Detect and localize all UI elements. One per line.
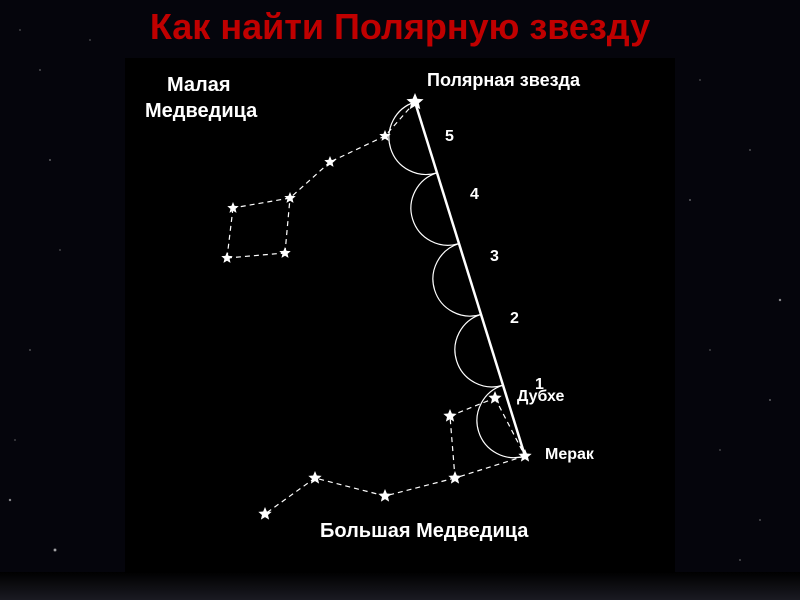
label-merak: Мерак (545, 446, 594, 464)
constellation-diagram: Малая Медведица Полярная звезда Дубхе Ме… (125, 58, 675, 573)
page-title: Как найти Полярную звезду (0, 6, 800, 48)
label-polaris: Полярная звезда (427, 70, 580, 91)
arc-label-5: 5 (445, 128, 454, 146)
ursa-major-stars (258, 391, 531, 520)
ursa-minor-lines (227, 102, 415, 258)
constellation-svg (125, 58, 675, 573)
arc-label-2: 2 (510, 310, 519, 328)
horizon-silhouette (0, 572, 800, 600)
pointer-line (415, 102, 525, 456)
label-ursa-minor-2: Медведица (145, 100, 257, 123)
ursa-major-lines (265, 398, 525, 514)
measurement-arcs (389, 102, 525, 458)
arc-label-1: 1 (535, 376, 544, 394)
label-ursa-minor-1: Малая (167, 74, 231, 97)
arc-label-3: 3 (490, 248, 499, 266)
arc-label-4: 4 (470, 186, 479, 204)
label-ursa-major: Большая Медведица (320, 520, 528, 543)
